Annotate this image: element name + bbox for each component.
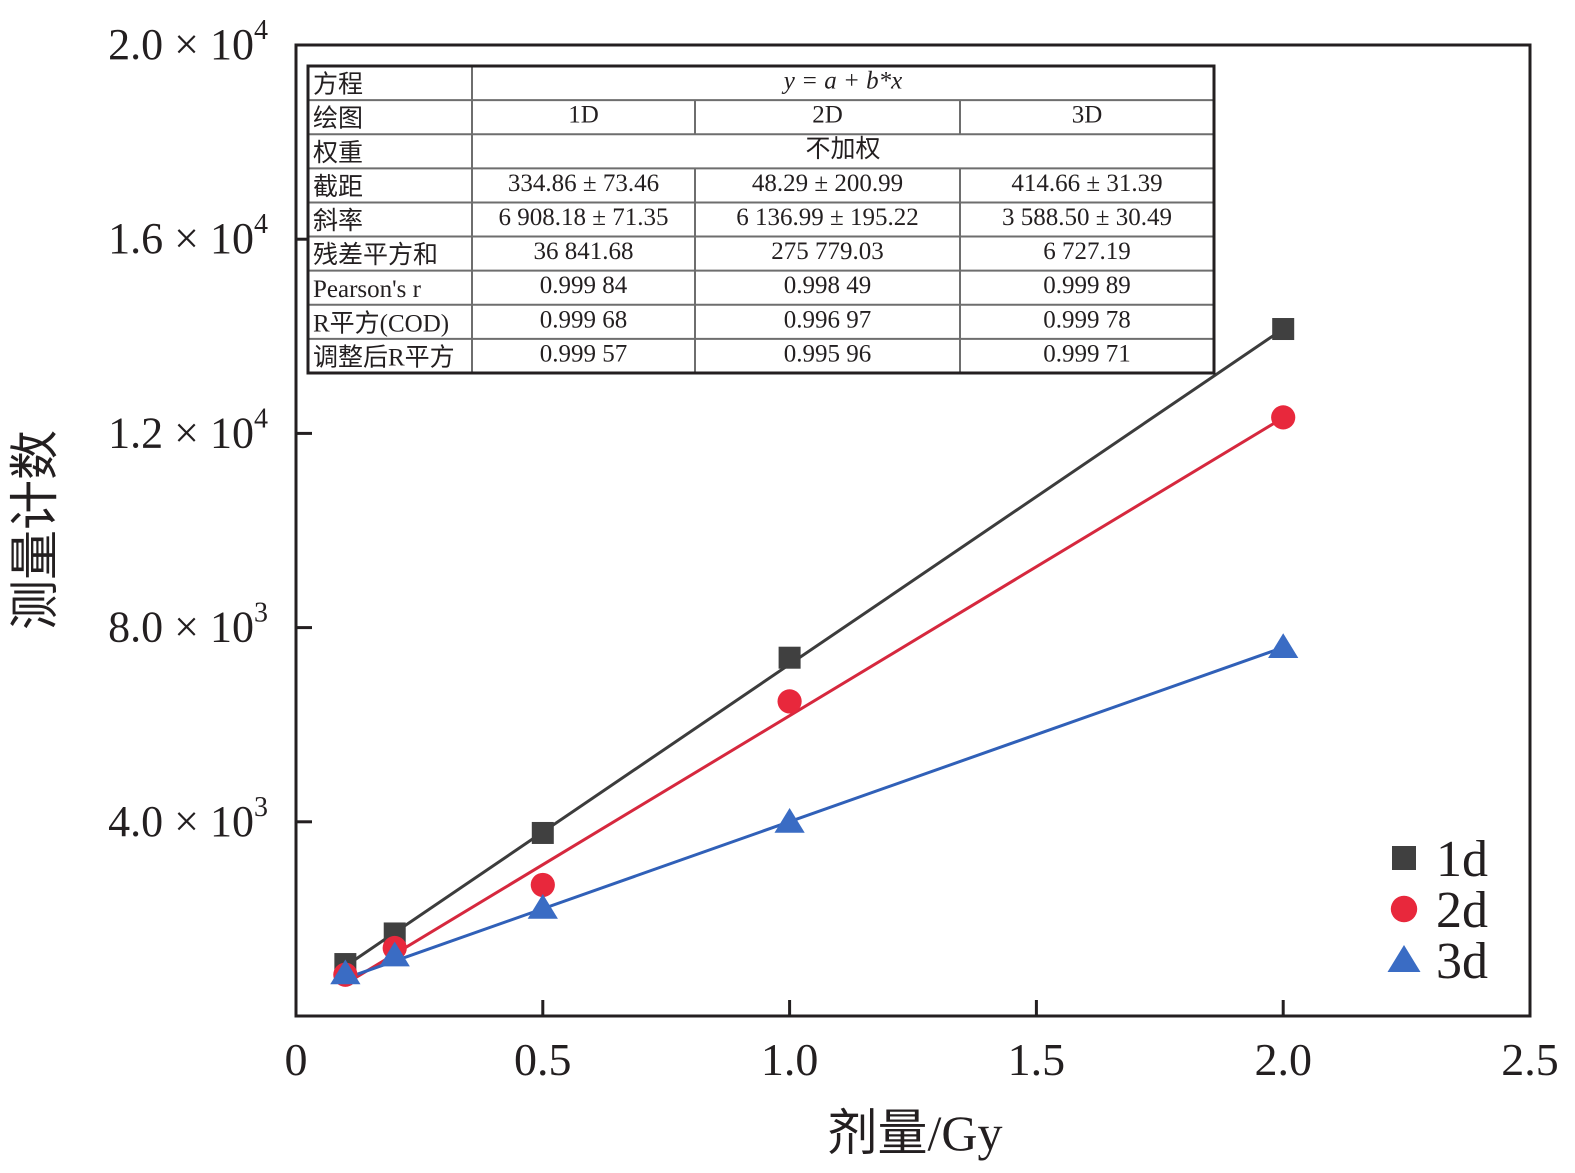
y-tick-label: 4.0 × 103 (108, 792, 268, 846)
table-row-label: 绘图 (313, 105, 363, 133)
table-border (306, 64, 1216, 375)
y-axis-label: 测量计数 (7, 430, 63, 630)
data-markers (330, 318, 1299, 987)
table-row-label: Pearson's r (313, 276, 422, 303)
table-cell: 0.999 71 (1043, 340, 1131, 367)
table-cell: 6 727.19 (1043, 238, 1131, 265)
table-row-label: 调整后R平方 (313, 343, 455, 371)
table-cell: 275 779.03 (771, 238, 884, 265)
table-cell: 0.995 96 (784, 340, 872, 367)
data-point-1d (1272, 318, 1295, 341)
table-cell: 0.996 97 (784, 306, 872, 333)
y-tick-label: 8.0 × 103 (108, 598, 268, 652)
x-tick-label: 2.5 (1501, 1034, 1559, 1085)
table-cell: 1D (568, 102, 599, 129)
table-row-label: R平方(COD) (313, 309, 449, 337)
table-cell: 0.999 68 (540, 306, 628, 333)
table-cell: 0.999 57 (540, 340, 628, 367)
table-cell: 0.999 89 (1043, 272, 1131, 299)
data-point-3d (330, 959, 361, 985)
x-tick-label: 1.0 (761, 1034, 819, 1085)
y-axis: 4.0 × 103 8.0 × 103 1.2 × 104 1.6 × 104 2.0 … (108, 15, 312, 846)
data-point-3d (527, 893, 558, 919)
table-cell: 0.998 49 (784, 272, 872, 299)
fit-line-2d (344, 416, 1284, 986)
table-cell: 334.86 ± 73.46 (508, 170, 659, 197)
fit-line-3d (344, 646, 1284, 980)
data-point-3d (379, 941, 410, 967)
table-row-label: 权重 (313, 139, 363, 167)
x-tick-label: 0 (285, 1034, 308, 1085)
table-cell: 0.999 84 (540, 272, 628, 299)
data-point-1d (531, 821, 554, 844)
legend-marker-1d (1392, 846, 1416, 870)
x-tick-label: 1.5 (1008, 1034, 1066, 1085)
table-row-label: 方程 (313, 71, 363, 99)
table-cell: 0.999 78 (1043, 306, 1131, 333)
table-cell: 6 136.99 ± 195.22 (736, 204, 918, 231)
data-point-2d (777, 689, 802, 714)
table-row-label: 斜率 (313, 207, 363, 235)
data-point-1d (778, 646, 801, 669)
y-tick-label: 2.0 × 104 (108, 15, 268, 69)
table-row-label: 残差平方和 (313, 241, 438, 269)
legend-marker-2d (1390, 895, 1418, 923)
x-axis-label: 剂量/Gy (828, 1105, 1003, 1161)
data-point-2d (1271, 405, 1296, 430)
legend-label-2d: 2d (1436, 882, 1488, 939)
data-point-3d (1268, 633, 1299, 659)
table-cell: 2D (812, 102, 843, 129)
legend-label-1d: 1d (1436, 831, 1488, 888)
fit-line-1d (344, 327, 1285, 968)
legend-label-3d: 3d (1436, 933, 1488, 990)
table-cell: 414.66 ± 31.39 (1011, 170, 1162, 197)
table-row-label: 截距 (313, 173, 363, 201)
table-cell: 3 588.50 ± 30.49 (1002, 204, 1172, 231)
data-point-3d (774, 808, 805, 833)
fit-lines (344, 327, 1285, 986)
y-tick-label: 1.6 × 104 (108, 209, 268, 263)
x-tick-label: 0.5 (514, 1034, 572, 1085)
table-cell: y = a + b*x (781, 68, 902, 95)
table-cell: 3D (1072, 102, 1103, 129)
table-background (308, 66, 1214, 373)
table-cell: 不加权 (805, 135, 880, 163)
table-cell: 6 908.18 ± 71.35 (499, 204, 669, 231)
table-cell: 36 841.68 (534, 238, 634, 265)
x-tick-label: 2.0 (1254, 1034, 1312, 1085)
y-tick-label: 1.2 × 104 (108, 403, 268, 457)
x-axis: 0 0.5 1.0 1.5 2.0 2.5 (285, 1000, 1559, 1085)
plot-frame (294, 43, 1532, 1018)
table-cell: 48.29 ± 200.99 (752, 170, 903, 197)
legend-marker-3d (1387, 945, 1421, 972)
data-point-2d (530, 872, 555, 898)
